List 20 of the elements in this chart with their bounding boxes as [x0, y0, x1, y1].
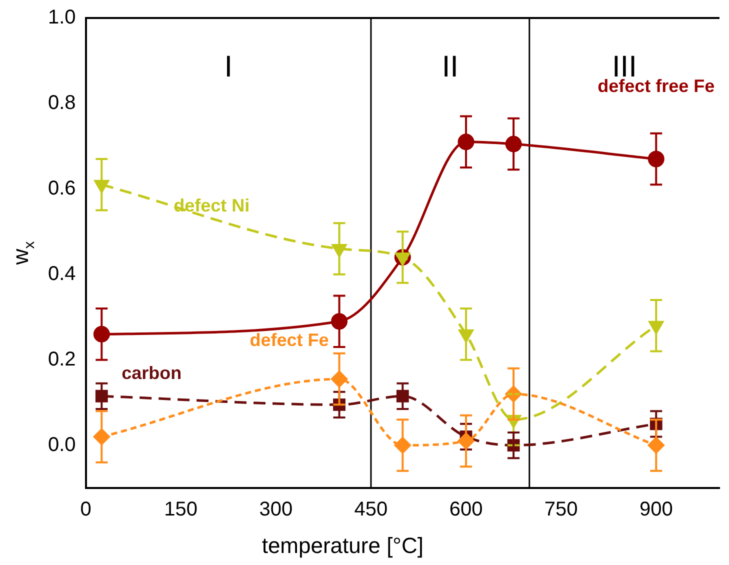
series-label: defect Fe [250, 330, 329, 350]
y-tick-label: 0.0 [48, 434, 76, 456]
x-tick-label: 900 [639, 498, 673, 521]
series-label: carbon [122, 363, 182, 384]
x-tick-label: 600 [449, 498, 483, 521]
annotation: II [442, 50, 459, 84]
y-tick-label: 1.0 [48, 6, 76, 29]
y-axis-title: wx [8, 240, 38, 266]
y-tick-label: 0.2 [48, 348, 76, 370]
y-tick-label: 0.4 [48, 262, 76, 285]
y-tick-label: 0.6 [48, 177, 76, 200]
x-tick-label: 0 [80, 498, 92, 521]
x-tick-label: 750 [544, 498, 578, 521]
series-label: defect Ni [174, 196, 250, 216]
x-tick-label: 300 [259, 498, 293, 521]
y-tick-label: 0.8 [48, 92, 76, 114]
annotation: I [224, 50, 233, 84]
x-axis-title: temperature [°C] [262, 533, 424, 558]
x-tick-label: 450 [354, 498, 388, 521]
x-tick-label: 150 [164, 498, 198, 521]
